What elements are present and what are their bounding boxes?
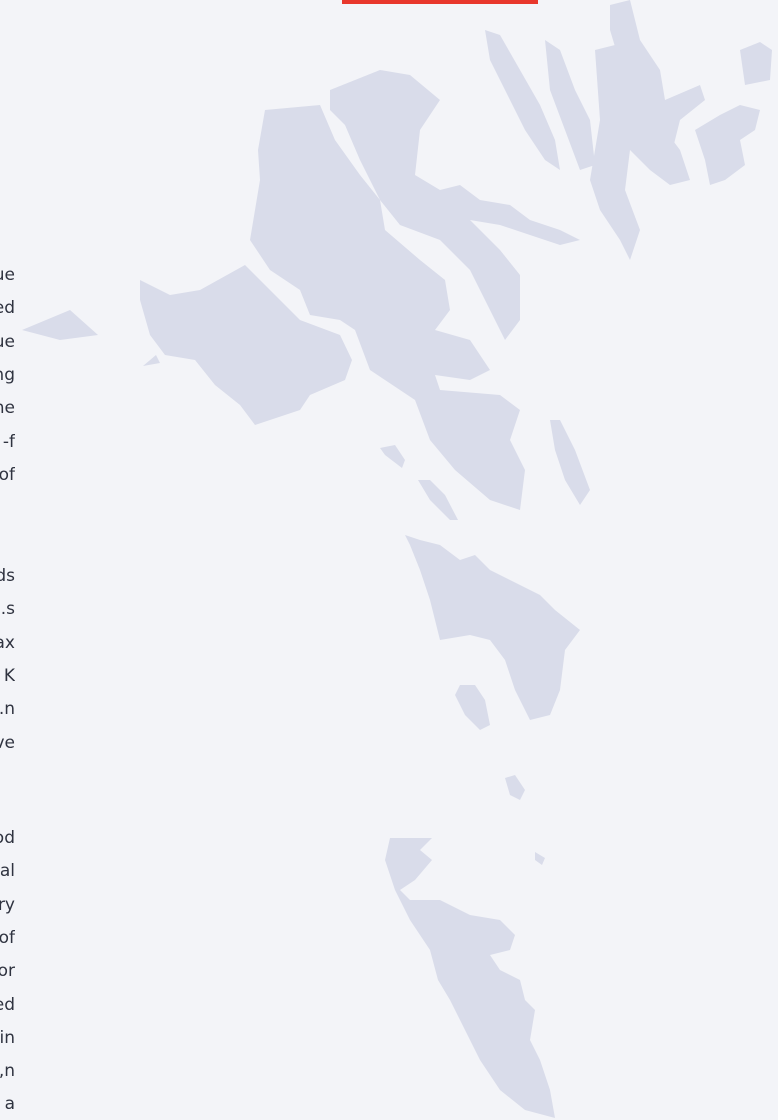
text-line: of [0,464,15,485]
island [250,105,525,510]
island [380,445,405,468]
island [455,685,490,730]
island [505,775,525,800]
text-line: ng [0,364,15,385]
island [330,70,580,340]
island [535,852,545,865]
text-line: ed [0,994,15,1015]
text-line: ax [0,632,15,653]
island [485,30,560,170]
island [695,105,760,185]
accent-bar [342,0,538,4]
text-line: ry [0,894,15,915]
island [740,42,772,85]
island [545,40,595,170]
island [550,420,590,505]
text-line: ds [0,566,15,586]
text-line: of [0,927,15,948]
text-line: or [0,961,15,982]
island [405,535,580,720]
text-line: al [0,861,15,882]
island [610,0,705,160]
text-line: K [3,665,15,686]
text-line: f- [2,431,15,452]
text-line: ue [0,331,15,352]
text-line: ue [0,265,15,285]
text-line: s. [0,599,15,620]
text-line: n, [0,1061,15,1082]
text-line: ve [0,732,15,753]
island [22,310,98,340]
text-line: in [0,1027,15,1048]
text-line: he [0,398,15,419]
island [143,355,160,366]
island [590,45,690,260]
text-line: a [4,1094,15,1115]
text-line: od [0,828,15,848]
island [140,265,352,425]
text-line: ed [0,298,15,319]
text-line: n. [0,699,15,720]
island [418,480,458,520]
island [385,838,555,1118]
